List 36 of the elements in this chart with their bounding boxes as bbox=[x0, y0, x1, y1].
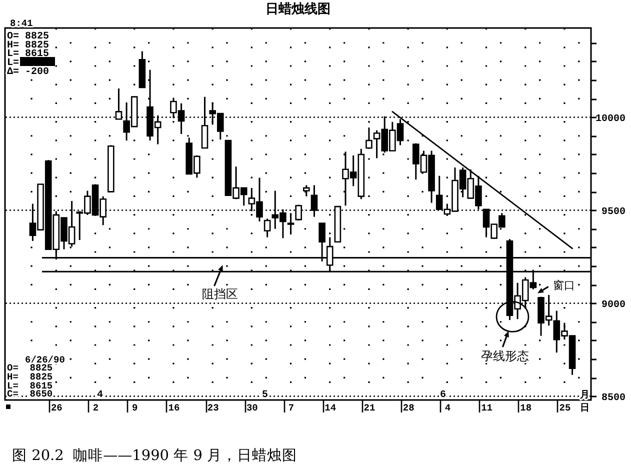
x-tick-label: 28 bbox=[402, 402, 415, 414]
x-tick-label: 23 bbox=[207, 402, 220, 414]
annotation: 8:41 bbox=[10, 18, 34, 29]
annotation: 孕线形态 bbox=[481, 349, 529, 363]
annotation: 4 bbox=[97, 390, 104, 401]
annotation: L= 8615 bbox=[7, 380, 53, 392]
annotation: C= 8650 bbox=[7, 388, 53, 400]
text: 月 bbox=[579, 390, 590, 400]
candlestick bbox=[287, 212, 294, 236]
y-tick-label: 9500 bbox=[601, 206, 626, 218]
y-tick-label: 9000 bbox=[601, 300, 626, 311]
x-tick-label: 4 bbox=[444, 402, 451, 414]
x-tick-label: 25 bbox=[559, 402, 571, 414]
x-tick-label: 30 bbox=[246, 402, 258, 414]
annotation: O= 8825 bbox=[7, 362, 53, 374]
annotation: 6 bbox=[440, 390, 446, 401]
x-tick-label: 18 bbox=[520, 402, 532, 414]
y-tick-label: 8500 bbox=[601, 392, 626, 404]
annotation: Δ= -200 bbox=[7, 67, 50, 78]
text: 日 bbox=[580, 402, 590, 414]
chart-title: 日蜡烛线图 bbox=[266, 1, 330, 18]
annotation: 窗口 bbox=[553, 279, 575, 292]
annotation: H= 8825 bbox=[7, 371, 53, 382]
legend-label: 阻挡区 bbox=[202, 287, 238, 301]
caption: 图 20.2 咖啡——1990 年 9 月，日蜡烛图 bbox=[12, 447, 298, 464]
candlestick bbox=[264, 218, 271, 238]
annotation: 5 bbox=[262, 390, 268, 401]
x-tick-label: 16 bbox=[168, 402, 180, 414]
x-tick-label: 9 bbox=[132, 402, 138, 414]
x-tick-label: 2 bbox=[92, 402, 99, 414]
x-tick-label: 21 bbox=[364, 402, 376, 414]
x-tick-label: 26 bbox=[50, 402, 63, 414]
x-tick-label: 14 bbox=[324, 402, 336, 414]
y-tick-label: 10000 bbox=[595, 114, 626, 125]
x-tick-label: 7 bbox=[288, 402, 294, 414]
x-tick-label: 11 bbox=[481, 402, 493, 414]
